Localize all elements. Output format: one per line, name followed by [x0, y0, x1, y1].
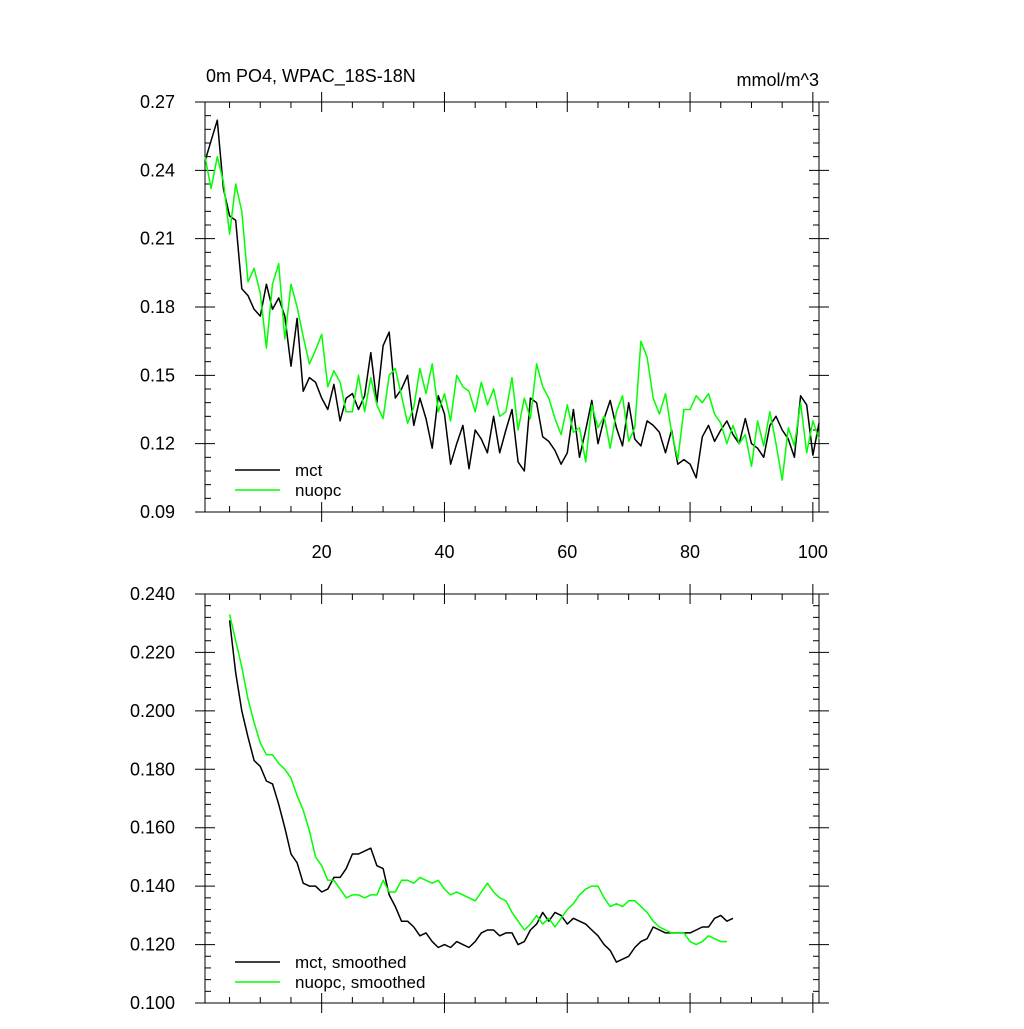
y-tick-label: 0.24 [140, 160, 175, 180]
y-tick-label: 0.18 [140, 297, 175, 317]
series-line-nuopc [204, 155, 820, 481]
y-tick-label: 0.200 [130, 701, 175, 721]
x-tick-label: 80 [680, 542, 700, 562]
y-tick-label: 0.180 [130, 759, 175, 779]
y-tick-label: 0.100 [130, 993, 175, 1013]
units-label: mmol/m^3 [737, 70, 819, 90]
series-line-mct-smoothed [228, 620, 734, 963]
y-tick-label: 0.220 [130, 642, 175, 662]
legend-label: nuopc [295, 481, 342, 500]
y-tick-label: 0.240 [130, 584, 175, 604]
top-panel: 20 40 60 80 100 0.09 0.12 0.15 0.18 0.21 0.24 0.27 m… [140, 92, 829, 562]
y-tick-label: 0.27 [140, 92, 175, 112]
y-tick-label: 0.140 [130, 876, 175, 896]
y-tick-label: 0.21 [140, 229, 175, 249]
chart-title: 0m PO4, WPAC_18S-18N [206, 66, 416, 87]
x-tick-label: 100 [798, 542, 828, 562]
y-tick-label: 0.15 [140, 365, 175, 385]
legend-label: mct, smoothed [295, 953, 407, 972]
y-tick-label: 0.160 [130, 818, 175, 838]
x-tick-label: 60 [557, 542, 577, 562]
series-line-nuopc-smoothed [228, 614, 727, 946]
y-tick-label: 0.12 [140, 434, 175, 454]
y-tick-label: 0.09 [140, 502, 175, 522]
series-line-mct [204, 119, 820, 479]
x-tick-label: 20 [312, 542, 332, 562]
y-tick-label: 0.120 [130, 935, 175, 955]
x-tick-label: 40 [434, 542, 454, 562]
legend-label: nuopc, smoothed [295, 973, 425, 992]
legend-label: mct [295, 461, 323, 480]
plot-frame [204, 593, 820, 1004]
bottom-panel: 0.100 0.120 0.140 0.160 0.180 0.200 0.220 0.240… [130, 584, 829, 1013]
